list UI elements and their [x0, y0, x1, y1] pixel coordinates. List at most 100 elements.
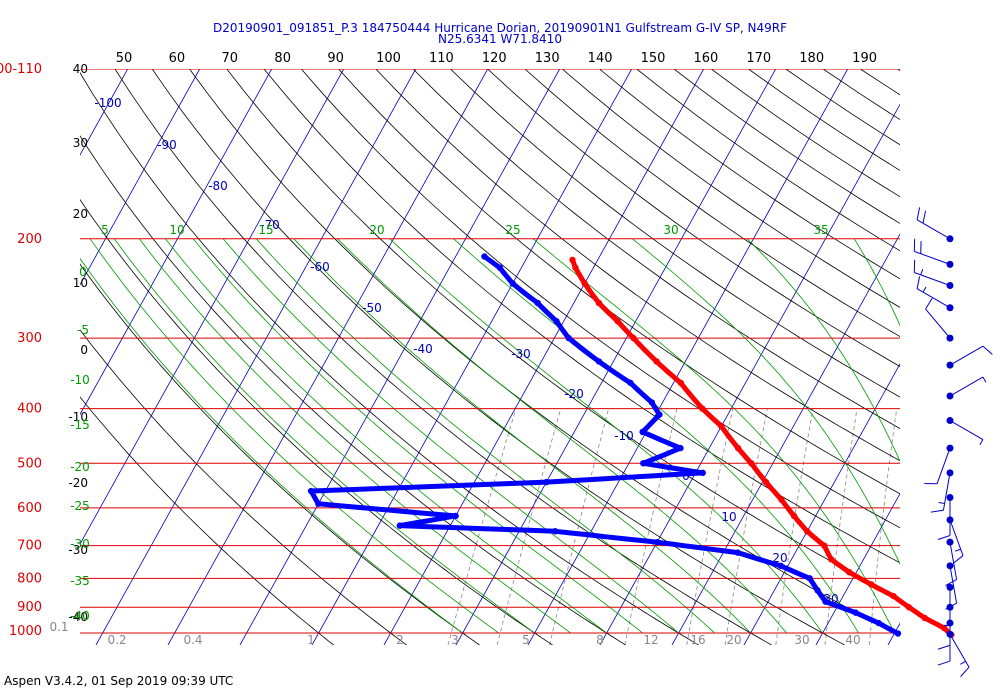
temperature-trace-point: [868, 581, 875, 588]
dry-adiabat-line: [822, 69, 900, 121]
temperature-trace-point: [846, 568, 853, 576]
dewpoint-trace-point: [627, 379, 634, 386]
wind-barb-flag: [937, 660, 951, 666]
isotherm-line: [743, 363, 900, 645]
dewpoint-trace-point: [734, 549, 741, 556]
dewpoint-trace-point: [653, 538, 661, 546]
isotherm-label: 20: [772, 551, 787, 565]
temperature-trace-point: [778, 496, 785, 503]
moist-adiabat-line: [938, 239, 1000, 633]
wind-barb-shaft: [949, 542, 958, 580]
temp-axis-tick: 130: [535, 51, 560, 66]
wind-barb-shaft: [949, 519, 964, 556]
dewpoint-trace-point: [639, 428, 646, 436]
dry-adiabat-label: 30: [73, 136, 88, 150]
mixing-ratio-label: 30: [794, 633, 809, 647]
temperature-trace-point: [921, 614, 928, 622]
isotherm-line: [80, 69, 273, 416]
isotherm-label: -30: [511, 347, 531, 361]
temperature-trace-point: [803, 528, 811, 535]
moist-adiabat-label: -40: [70, 609, 90, 623]
temp-axis-tick: 80: [274, 51, 291, 66]
mixing-ratio-line: [686, 408, 734, 645]
dry-adiabat-label: -20: [68, 476, 88, 490]
dry-adiabat-label: 10: [73, 276, 88, 290]
isotherm-label: -100: [94, 96, 121, 110]
moist-adiabat-label: 25: [505, 223, 520, 237]
moist-adiabat-label: -5: [77, 323, 89, 337]
dewpoint-trace-point: [595, 358, 603, 365]
moist-adiabat-label: 15: [258, 223, 273, 237]
dry-adiabat-line: [375, 69, 900, 462]
pressure-label: 400: [17, 402, 42, 417]
dewpoint-trace-point: [699, 469, 706, 477]
moist-adiabat-label: 35: [813, 223, 828, 237]
temperature-trace-point: [748, 460, 755, 467]
temperature-trace-point: [677, 379, 684, 386]
isotherm-line: [960, 69, 1000, 645]
mixing-ratio-line: [447, 408, 517, 645]
moist-adiabat-line: [532, 238, 895, 634]
mixing-ratio-label: 12: [643, 633, 658, 647]
dewpoint-trace-point: [640, 460, 647, 467]
dry-adiabat-line: [80, 329, 407, 645]
temperature-trace-point: [905, 604, 913, 611]
dewpoint-trace-point: [315, 500, 322, 507]
temp-axis-tick: 180: [799, 51, 824, 66]
dewpoint-trace-point: [648, 399, 656, 406]
dry-adiabat-line: [300, 69, 900, 529]
wind-barb-flag: [922, 210, 927, 224]
temperature-trace-point: [827, 556, 835, 563]
isotherm-line: [815, 492, 900, 645]
temp-axis-tick: 100: [376, 51, 401, 66]
isotherm-line: [80, 69, 129, 156]
pressure-label: 700: [17, 539, 42, 554]
temp-axis-tick: 110: [429, 51, 454, 66]
pressure-label: 600: [17, 501, 42, 516]
dewpoint-trace-point: [396, 522, 404, 529]
temperature-trace-point: [718, 423, 725, 430]
wind-barb: [924, 444, 954, 485]
mixing-ratio-label: 0.1: [49, 620, 68, 634]
dry-adiabat-line: [114, 69, 772, 645]
isotherm-line: [239, 69, 561, 645]
chart-title-line1: D20190901_091851_P.3 184750444 Hurricane…: [212, 21, 788, 35]
plot-area: [80, 69, 1000, 645]
wind-barb-flag: [952, 555, 964, 564]
mixing-ratio-line: [976, 409, 992, 645]
wind-barb: [946, 516, 964, 564]
dry-adiabat-line: [935, 69, 1000, 645]
moist-adiabat-line: [632, 238, 900, 565]
moist-adiabat-label: 30: [663, 223, 678, 237]
wind-barb: [937, 619, 954, 666]
wind-barb: [930, 469, 954, 513]
temperature-trace-point: [699, 405, 706, 412]
moist-adiabat-label: -25: [70, 499, 90, 513]
wind-barb-shaft: [936, 447, 951, 484]
dry-adiabat-line: [673, 69, 900, 224]
footer-version: Aspen V3.4.2, 01 Sep 2019 09:39 UTC: [4, 674, 234, 688]
temperature-trace-point: [614, 318, 621, 325]
isotherm-line: [311, 69, 633, 645]
mixing-ratio-line: [624, 408, 678, 645]
dewpoint-trace-point: [551, 528, 559, 535]
dewpoint-trace-point: [806, 575, 813, 582]
temp-axis-tick: 60: [169, 51, 186, 66]
moist-adiabat-label: 20: [369, 223, 384, 237]
mixing-ratio-label: 3: [451, 633, 459, 647]
dry-adiabat-line: [80, 199, 553, 645]
dewpoint-trace-point: [543, 478, 550, 486]
temperature-trace-point: [821, 542, 828, 549]
mixing-ratio-label: 16: [690, 633, 705, 647]
dewpoint-trace-point: [481, 253, 488, 260]
dewpoint-trace-point: [875, 619, 882, 627]
dry-adiabat-line: [860, 69, 900, 96]
isotherm-line: [383, 69, 705, 645]
temperature-trace-point: [940, 624, 948, 632]
wind-barb: [946, 417, 984, 445]
dry-adiabat-label: -10: [68, 410, 88, 424]
pressure-label: 800: [17, 571, 42, 586]
isotherm-label: -70: [260, 218, 280, 232]
wind-barb-flag: [930, 509, 944, 513]
